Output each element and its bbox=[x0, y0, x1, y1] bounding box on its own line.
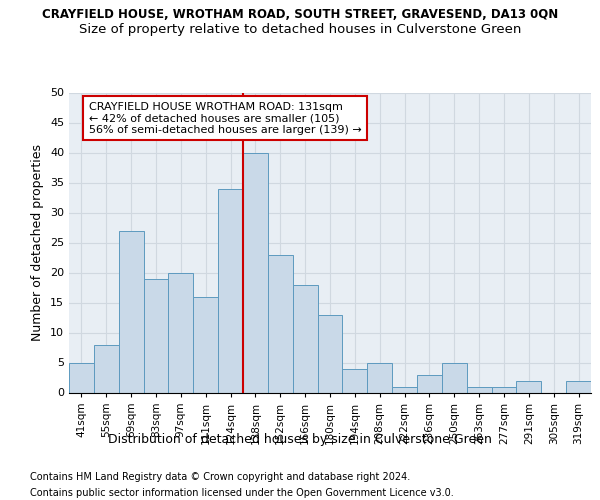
Bar bbox=[169, 272, 193, 392]
Text: Distribution of detached houses by size in Culverstone Green: Distribution of detached houses by size … bbox=[108, 432, 492, 446]
Bar bbox=[268, 254, 293, 392]
Bar bbox=[218, 188, 243, 392]
Bar bbox=[442, 362, 467, 392]
Text: Contains public sector information licensed under the Open Government Licence v3: Contains public sector information licen… bbox=[30, 488, 454, 498]
Bar bbox=[119, 230, 143, 392]
Bar bbox=[143, 278, 169, 392]
Bar bbox=[491, 386, 517, 392]
Bar bbox=[417, 374, 442, 392]
Bar bbox=[243, 152, 268, 392]
Bar bbox=[193, 296, 218, 392]
Text: CRAYFIELD HOUSE WROTHAM ROAD: 131sqm
← 42% of detached houses are smaller (105)
: CRAYFIELD HOUSE WROTHAM ROAD: 131sqm ← 4… bbox=[89, 102, 362, 134]
Bar bbox=[69, 362, 94, 392]
Bar bbox=[517, 380, 541, 392]
Bar bbox=[467, 386, 491, 392]
Text: CRAYFIELD HOUSE, WROTHAM ROAD, SOUTH STREET, GRAVESEND, DA13 0QN: CRAYFIELD HOUSE, WROTHAM ROAD, SOUTH STR… bbox=[42, 8, 558, 20]
Bar bbox=[293, 284, 317, 393]
Bar bbox=[392, 386, 417, 392]
Text: Size of property relative to detached houses in Culverstone Green: Size of property relative to detached ho… bbox=[79, 22, 521, 36]
Y-axis label: Number of detached properties: Number of detached properties bbox=[31, 144, 44, 341]
Bar bbox=[94, 344, 119, 393]
Bar bbox=[317, 314, 343, 392]
Bar bbox=[367, 362, 392, 392]
Bar bbox=[566, 380, 591, 392]
Text: Contains HM Land Registry data © Crown copyright and database right 2024.: Contains HM Land Registry data © Crown c… bbox=[30, 472, 410, 482]
Bar bbox=[343, 368, 367, 392]
